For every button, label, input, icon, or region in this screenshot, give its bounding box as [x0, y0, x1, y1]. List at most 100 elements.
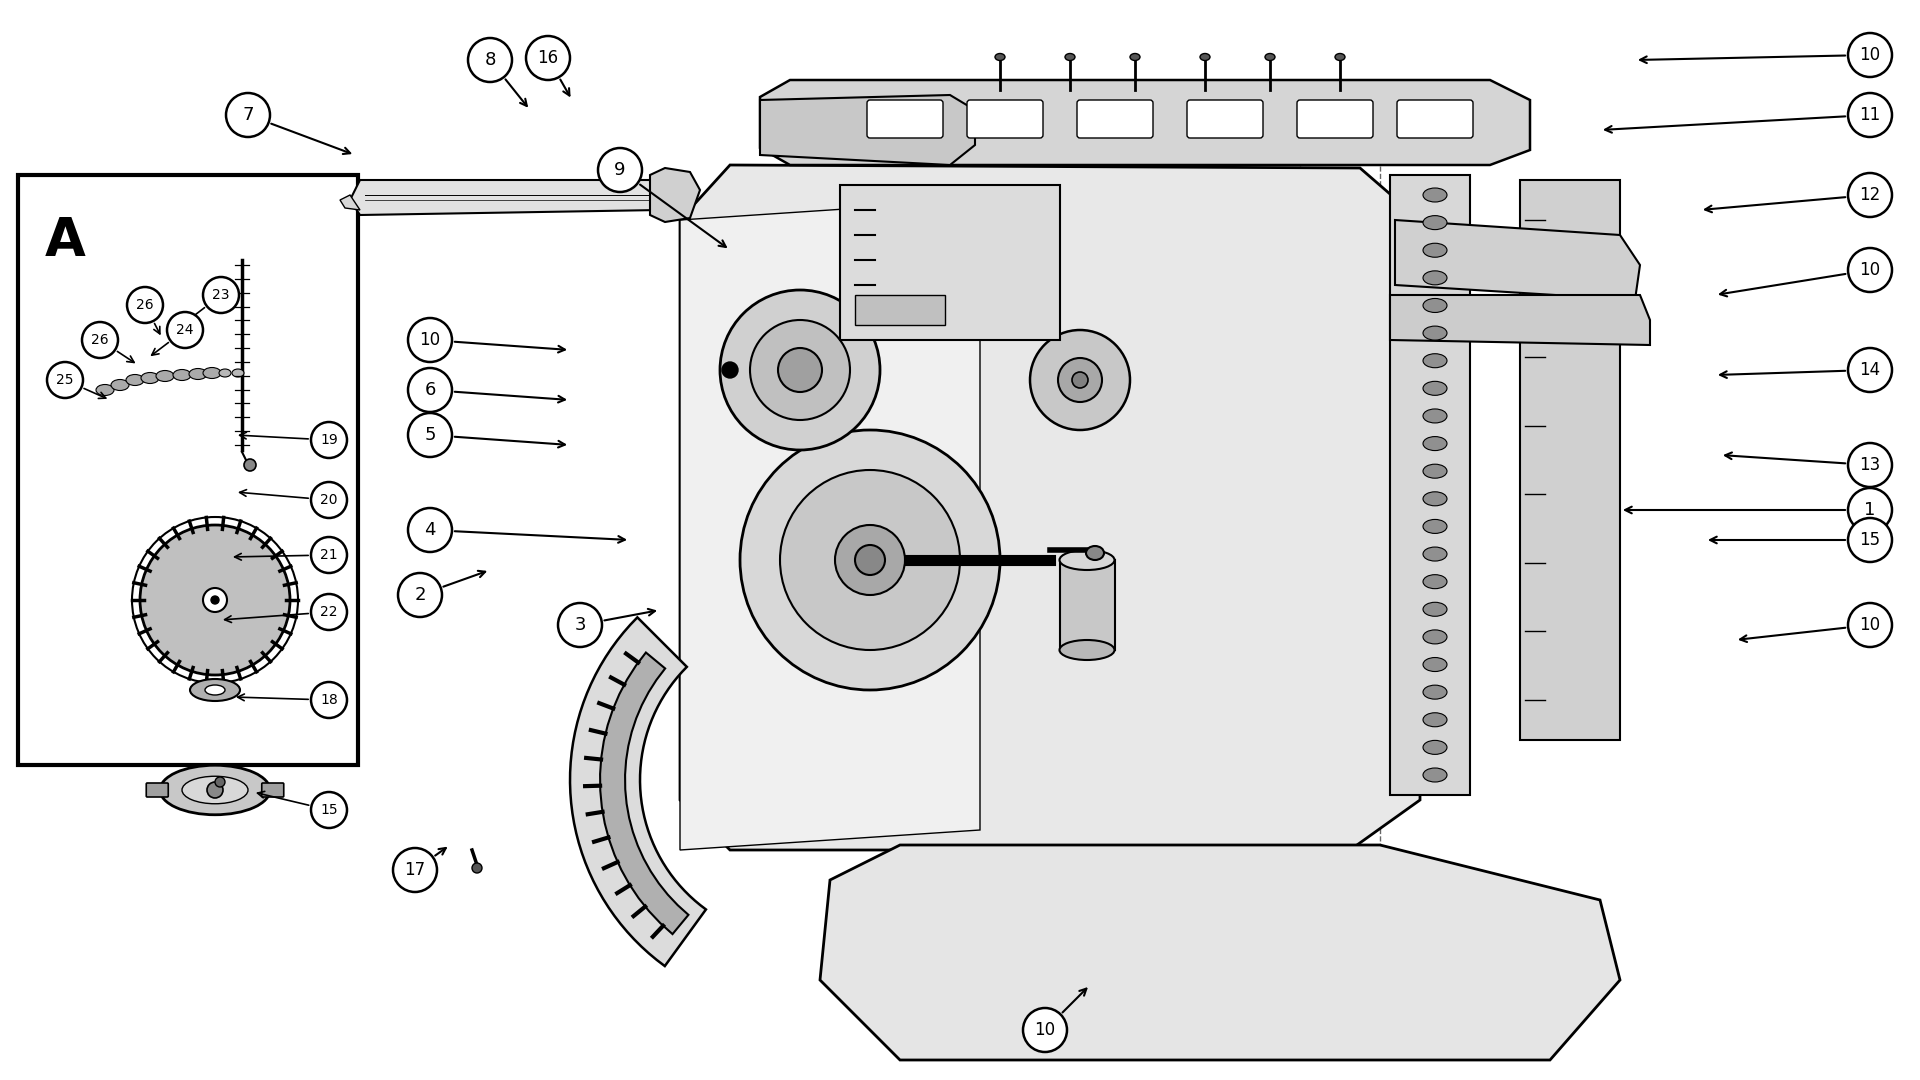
Ellipse shape	[1423, 630, 1448, 644]
Circle shape	[780, 470, 960, 650]
Circle shape	[407, 413, 451, 457]
Polygon shape	[760, 95, 975, 165]
Ellipse shape	[156, 370, 175, 381]
Ellipse shape	[1334, 54, 1346, 60]
FancyBboxPatch shape	[1298, 100, 1373, 138]
Circle shape	[722, 362, 737, 378]
Text: 25: 25	[56, 373, 73, 387]
Circle shape	[751, 320, 851, 420]
Ellipse shape	[1423, 575, 1448, 589]
Polygon shape	[1390, 295, 1649, 345]
Ellipse shape	[995, 54, 1004, 60]
Circle shape	[311, 422, 348, 458]
Circle shape	[394, 848, 438, 892]
Ellipse shape	[1423, 685, 1448, 699]
Circle shape	[311, 681, 348, 718]
Text: A: A	[44, 215, 86, 267]
Ellipse shape	[182, 777, 248, 804]
FancyBboxPatch shape	[968, 100, 1043, 138]
Text: 4: 4	[424, 521, 436, 539]
Circle shape	[1847, 33, 1891, 77]
Text: 13: 13	[1859, 456, 1880, 474]
Text: 21: 21	[321, 548, 338, 562]
Ellipse shape	[1423, 658, 1448, 672]
Ellipse shape	[1060, 640, 1114, 660]
Circle shape	[1847, 93, 1891, 137]
Circle shape	[407, 368, 451, 411]
Circle shape	[215, 777, 225, 787]
Polygon shape	[570, 618, 707, 967]
Ellipse shape	[1423, 548, 1448, 561]
Circle shape	[244, 459, 255, 471]
Text: 20: 20	[321, 492, 338, 507]
Circle shape	[1058, 357, 1102, 402]
FancyBboxPatch shape	[1398, 100, 1473, 138]
Text: 8: 8	[484, 51, 495, 69]
Text: 10: 10	[1859, 616, 1880, 634]
Circle shape	[46, 362, 83, 399]
Circle shape	[83, 322, 117, 357]
Polygon shape	[349, 180, 670, 215]
FancyBboxPatch shape	[854, 295, 945, 325]
Circle shape	[1847, 348, 1891, 392]
FancyBboxPatch shape	[17, 175, 357, 765]
Ellipse shape	[1423, 326, 1448, 340]
Circle shape	[1847, 603, 1891, 647]
Ellipse shape	[1423, 188, 1448, 202]
Text: 16: 16	[538, 49, 559, 67]
Text: 15: 15	[321, 804, 338, 816]
FancyBboxPatch shape	[146, 783, 169, 797]
Circle shape	[211, 596, 219, 604]
Text: 19: 19	[321, 433, 338, 447]
Text: 14: 14	[1859, 361, 1880, 379]
FancyBboxPatch shape	[261, 783, 284, 797]
Ellipse shape	[1423, 713, 1448, 727]
FancyBboxPatch shape	[1390, 175, 1471, 795]
FancyBboxPatch shape	[1077, 100, 1154, 138]
Circle shape	[311, 537, 348, 573]
Polygon shape	[651, 168, 701, 222]
Text: 26: 26	[90, 333, 109, 347]
Circle shape	[739, 430, 1000, 690]
Polygon shape	[1396, 220, 1640, 300]
Circle shape	[1071, 372, 1089, 388]
Circle shape	[778, 348, 822, 392]
Polygon shape	[760, 80, 1530, 165]
Text: 22: 22	[321, 605, 338, 619]
Circle shape	[597, 148, 641, 192]
Ellipse shape	[1423, 354, 1448, 367]
Text: 2: 2	[415, 586, 426, 604]
Ellipse shape	[1423, 298, 1448, 312]
Circle shape	[1847, 443, 1891, 487]
Ellipse shape	[188, 368, 207, 379]
Text: 23: 23	[213, 288, 230, 302]
Ellipse shape	[1200, 54, 1210, 60]
Text: 10: 10	[1859, 261, 1880, 279]
Ellipse shape	[1423, 381, 1448, 395]
Circle shape	[1847, 248, 1891, 292]
Circle shape	[204, 276, 238, 313]
Text: 1: 1	[1864, 501, 1876, 519]
Circle shape	[207, 782, 223, 798]
Text: 15: 15	[1859, 531, 1880, 549]
Circle shape	[311, 594, 348, 630]
FancyBboxPatch shape	[1521, 180, 1620, 740]
Circle shape	[1023, 1008, 1068, 1052]
Ellipse shape	[1423, 491, 1448, 505]
Text: 5: 5	[424, 426, 436, 444]
Ellipse shape	[1423, 271, 1448, 285]
Text: 11: 11	[1859, 106, 1880, 124]
Ellipse shape	[111, 379, 129, 391]
Text: 24: 24	[177, 323, 194, 337]
Ellipse shape	[96, 384, 113, 395]
Text: 10: 10	[419, 330, 440, 349]
Ellipse shape	[1423, 436, 1448, 450]
Circle shape	[397, 573, 442, 617]
Circle shape	[1847, 488, 1891, 532]
Ellipse shape	[1423, 741, 1448, 755]
Ellipse shape	[1423, 603, 1448, 617]
Ellipse shape	[232, 369, 244, 377]
Circle shape	[526, 36, 570, 80]
Text: 12: 12	[1859, 186, 1880, 204]
Circle shape	[227, 93, 271, 137]
